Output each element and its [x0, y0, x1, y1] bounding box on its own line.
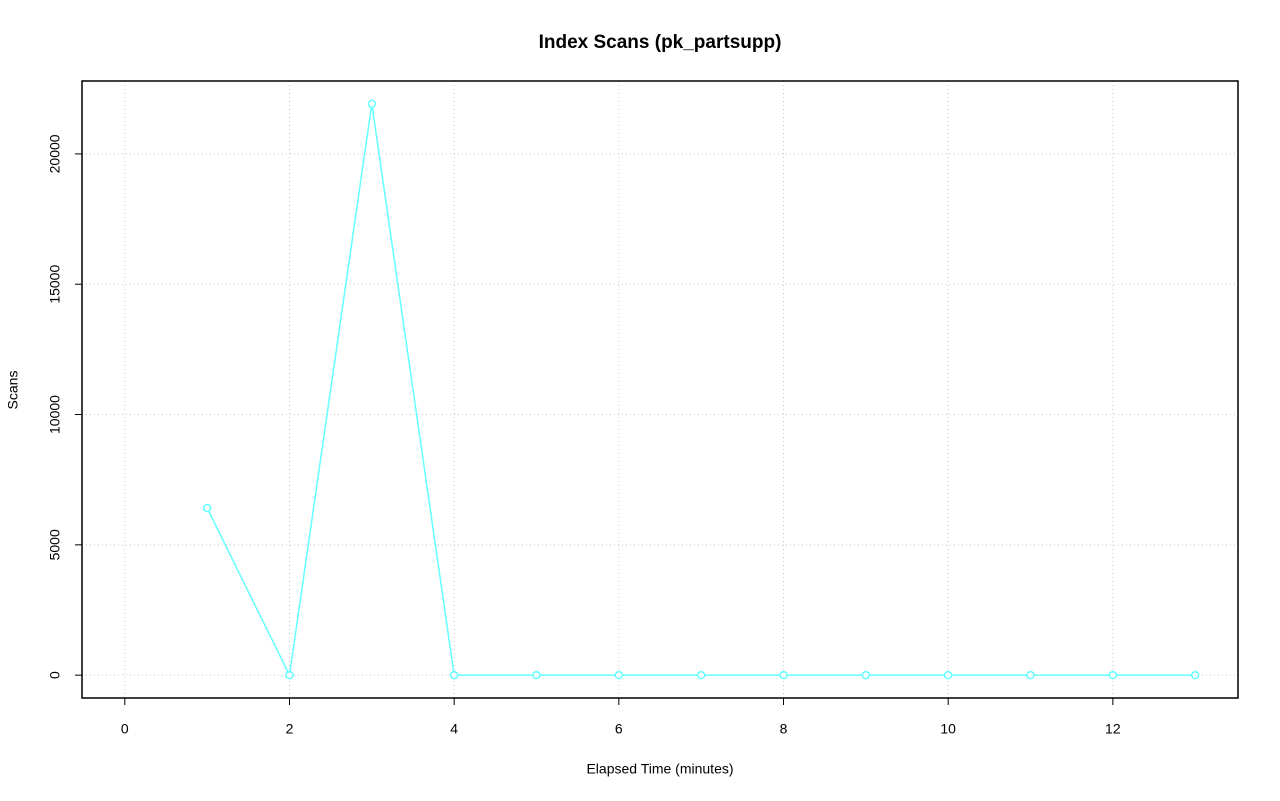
series-line [206, 103, 1196, 678]
data-point [614, 670, 624, 680]
data-point [202, 503, 212, 513]
y-tick-label: 15000 [47, 265, 63, 304]
x-tick-label: 2 [286, 721, 294, 737]
data-point [367, 99, 377, 109]
x-tick-label: 4 [450, 721, 458, 737]
data-point [1026, 670, 1035, 680]
x-tick-label: 12 [1105, 721, 1121, 737]
y-tick-label: 20000 [47, 134, 63, 173]
data-point [1190, 670, 1200, 680]
plot-frame [81, 80, 1239, 699]
x-tick-label: 8 [780, 721, 788, 737]
y-axis-label: Scans [5, 371, 21, 410]
x-tick-label: 10 [940, 721, 956, 737]
chart-title: Index Scans (pk_partsupp) [539, 32, 782, 53]
y-tick-label: 0 [47, 671, 63, 679]
y-tick-label: 10000 [47, 395, 63, 434]
y-tick-label: 5000 [47, 529, 63, 560]
x-tick-label: 0 [121, 721, 129, 737]
data-point [1108, 670, 1118, 680]
data-point [861, 670, 871, 680]
x-axis-label: Elapsed Time (minutes) [586, 761, 733, 777]
data-point [943, 670, 953, 680]
data-point [532, 670, 541, 680]
data-point [696, 670, 706, 680]
x-tick-label: 6 [615, 721, 623, 737]
data-point [285, 670, 294, 680]
data-point [779, 670, 788, 680]
data-point [449, 670, 459, 680]
